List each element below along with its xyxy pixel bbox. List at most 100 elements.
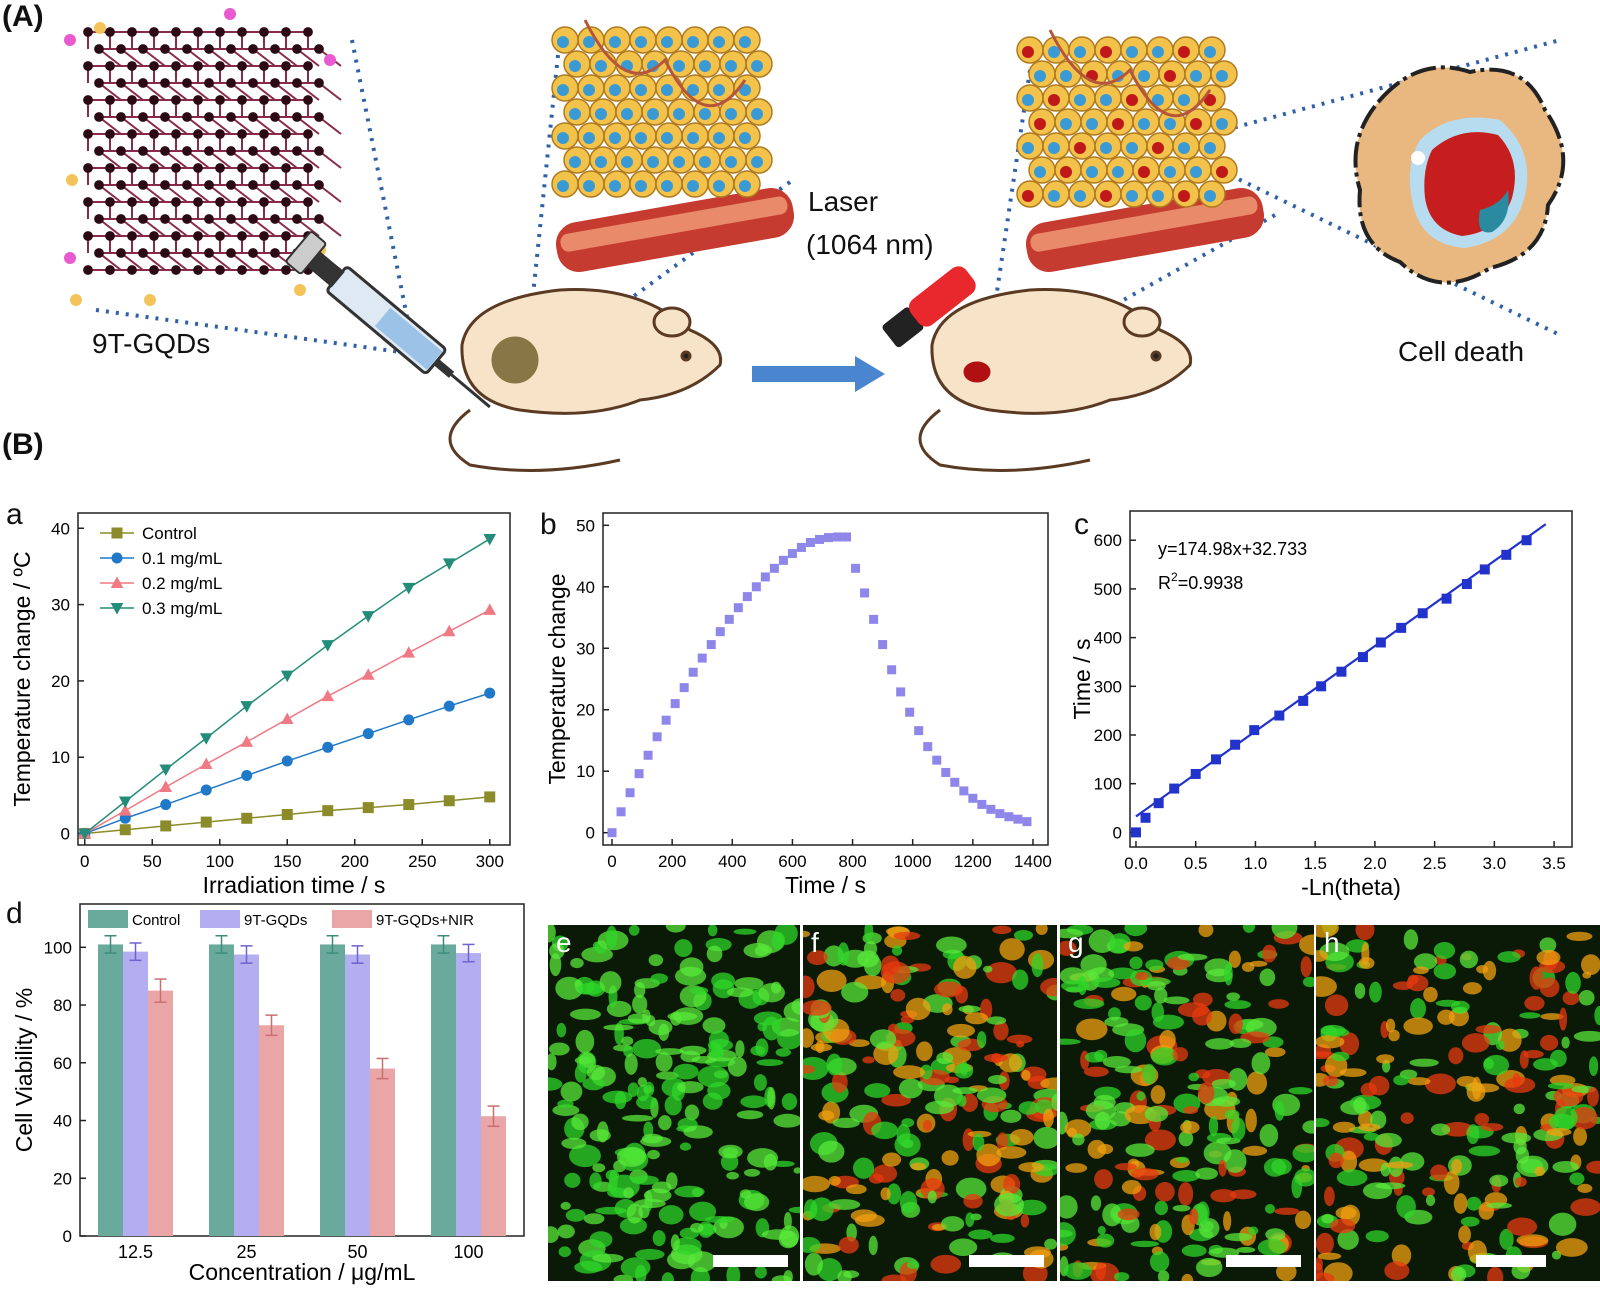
cell-nucleus	[557, 36, 569, 48]
subpanel-label-c: c	[1074, 508, 1089, 541]
lattice-atom	[116, 44, 126, 54]
legend-marker	[111, 527, 123, 539]
dead-cell-illustration	[1353, 65, 1566, 285]
stained-cell	[1298, 934, 1314, 956]
lattice-atom	[314, 78, 324, 88]
lattice-atom	[303, 27, 313, 37]
cell-nucleus	[1190, 166, 1202, 178]
stained-cell	[642, 1009, 651, 1023]
data-point	[241, 770, 253, 782]
data-point	[896, 687, 906, 697]
data-point	[625, 788, 635, 798]
lattice-atom	[314, 44, 324, 54]
subpanel-label-a: a	[6, 498, 23, 531]
lattice-atom	[303, 129, 313, 139]
stained-cell	[687, 1251, 717, 1273]
stained-cell	[1547, 1082, 1574, 1090]
cell-nucleus	[1164, 118, 1176, 130]
data-point	[1336, 666, 1347, 677]
stained-cell	[1130, 1240, 1160, 1248]
cell-nucleus	[1022, 190, 1034, 202]
data-point	[1479, 564, 1490, 575]
cell-nucleus	[1190, 70, 1202, 82]
lattice-atom	[94, 248, 104, 258]
stained-cell	[570, 958, 584, 969]
y-tick-label: 50	[576, 516, 595, 535]
stained-cell	[670, 1234, 680, 1251]
data-point	[322, 805, 334, 817]
x-tick-label: 2.0	[1363, 854, 1387, 873]
y-tick-label: 20	[51, 672, 70, 691]
stained-cell	[1072, 1133, 1085, 1146]
mouse-illustration-1	[448, 288, 723, 472]
stained-cell	[1375, 1182, 1406, 1190]
stained-cell	[552, 1104, 580, 1116]
stained-cell	[1316, 1256, 1323, 1271]
blood-vessel	[1048, 29, 1212, 118]
stained-cell	[548, 1053, 557, 1071]
stained-cell	[993, 1020, 1009, 1041]
stained-cell	[983, 965, 993, 973]
lattice-atom	[127, 129, 137, 139]
lattice-atom	[149, 27, 159, 37]
stained-cell	[1448, 1047, 1464, 1065]
stained-cell	[679, 1045, 707, 1056]
stained-cell	[1142, 1063, 1156, 1085]
lattice-atom	[259, 197, 269, 207]
functional-group-atom	[66, 174, 78, 186]
lattice-atom	[281, 163, 291, 173]
data-point	[851, 563, 861, 573]
stained-cell	[1317, 1252, 1342, 1260]
stained-cell	[1077, 976, 1087, 996]
cell-death-label: Cell death	[1398, 336, 1525, 367]
lattice-atom	[116, 180, 126, 190]
bar	[431, 944, 456, 1236]
stained-cell	[1559, 1007, 1568, 1031]
stained-cell	[941, 1150, 959, 1166]
stained-cell	[628, 925, 640, 936]
data-point	[1013, 814, 1023, 824]
stained-cell	[1337, 1229, 1359, 1250]
cell-nucleus	[739, 36, 751, 48]
data-point	[607, 828, 617, 838]
stained-cell	[1229, 1189, 1257, 1200]
x-tick-label: 1.0	[1244, 854, 1268, 873]
stained-cell	[689, 1201, 717, 1222]
stained-cell	[906, 1261, 920, 1269]
stained-cell	[1409, 1058, 1439, 1067]
cell-nucleus	[1152, 142, 1164, 154]
stained-cell	[1316, 925, 1339, 938]
stained-cell	[1211, 1078, 1236, 1090]
data-point	[160, 820, 172, 832]
data-point	[616, 807, 626, 817]
data-point	[724, 614, 734, 624]
stained-cell	[1181, 1244, 1207, 1257]
stained-cell	[1060, 1222, 1076, 1246]
stained-cell	[767, 1086, 776, 1110]
stained-cell	[1104, 1016, 1129, 1028]
lattice-atom	[204, 112, 214, 122]
stained-cell	[954, 1063, 974, 1079]
cell-nucleus	[725, 60, 737, 72]
x-tick-label: 300	[476, 852, 504, 871]
stained-cell	[803, 1028, 815, 1048]
cell-nucleus	[1178, 142, 1190, 154]
subpanel-label-g: g	[1068, 927, 1084, 958]
lattice-atom	[314, 146, 324, 156]
stained-cell	[899, 1191, 918, 1214]
stained-cell	[952, 1087, 978, 1095]
x-tick-label: 1400	[1014, 852, 1052, 871]
lattice-atom	[237, 61, 247, 71]
lattice-atom	[127, 231, 137, 241]
lattice-atom	[292, 146, 302, 156]
data-point	[443, 795, 455, 807]
stained-cell	[1324, 1186, 1335, 1207]
stained-cell	[761, 1229, 794, 1240]
stained-cell	[1316, 950, 1329, 962]
stained-cell	[664, 1095, 682, 1116]
stained-cell	[1546, 1127, 1572, 1137]
stained-cell	[947, 1023, 975, 1038]
stained-cell	[1124, 925, 1148, 937]
data-point	[362, 728, 374, 740]
stained-cell	[1551, 1250, 1562, 1260]
